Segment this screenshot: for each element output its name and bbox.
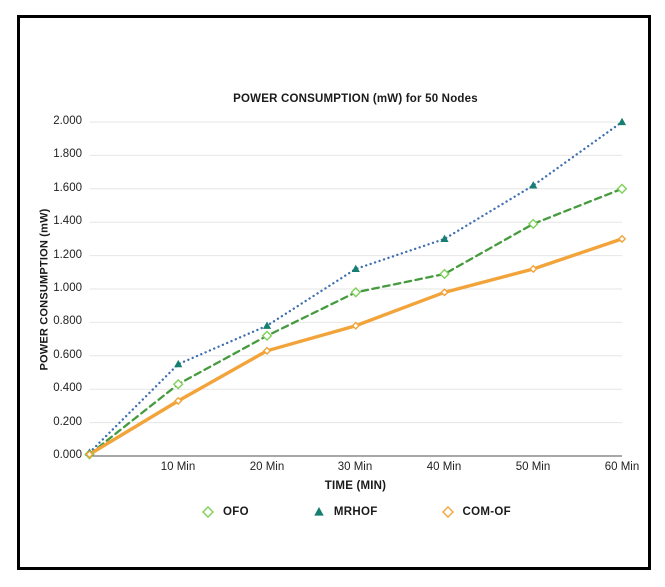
chart-title: POWER CONSUMPTION (mW) for 50 Nodes [233, 93, 478, 105]
legend-item-mrhof: MRHOF [311, 504, 378, 520]
y-axis-tick-label: 1.200 [53, 249, 82, 261]
y-axis-tick-label: 1.000 [53, 282, 82, 294]
diamond-marker-icon [202, 506, 215, 518]
legend-label: COM-OF [462, 506, 511, 518]
x-axis-title: TIME (MIN) [324, 480, 387, 492]
y-axis-tick-label: 0.200 [53, 416, 82, 428]
triangle-marker-icon [314, 507, 324, 516]
y-axis-tick-label: 0.000 [53, 449, 82, 461]
legend-label: OFO [223, 506, 249, 518]
y-axis-tick-label: 0.600 [53, 349, 82, 361]
y-axis-tick-label: 2.000 [53, 115, 82, 127]
legend-item-ofo: OFO [200, 504, 249, 520]
chart-legend: OFO MRHOF COM-OF [89, 502, 622, 522]
y-axis-tick-label: 1.400 [53, 215, 82, 227]
x-axis-tick-label: 10 Min [160, 461, 196, 473]
figure-border-frame [17, 15, 651, 570]
x-axis-tick-label: 60 Min [604, 461, 640, 473]
x-axis-tick-label: 40 Min [426, 461, 462, 473]
y-axis-tick-label: 1.600 [53, 182, 82, 194]
y-axis-tick-label: 0.800 [53, 315, 82, 327]
diamond-marker-icon [441, 506, 454, 518]
x-axis-tick-label: 30 Min [337, 461, 373, 473]
x-axis-tick-label: 50 Min [515, 461, 551, 473]
legend-label: MRHOF [333, 506, 378, 518]
legend-item-com-of: COM-OF [440, 504, 511, 520]
x-axis-tick-label: 20 Min [249, 461, 285, 473]
y-axis-tick-label: 1.800 [53, 148, 82, 160]
y-axis-tick-label: 0.400 [53, 382, 82, 394]
